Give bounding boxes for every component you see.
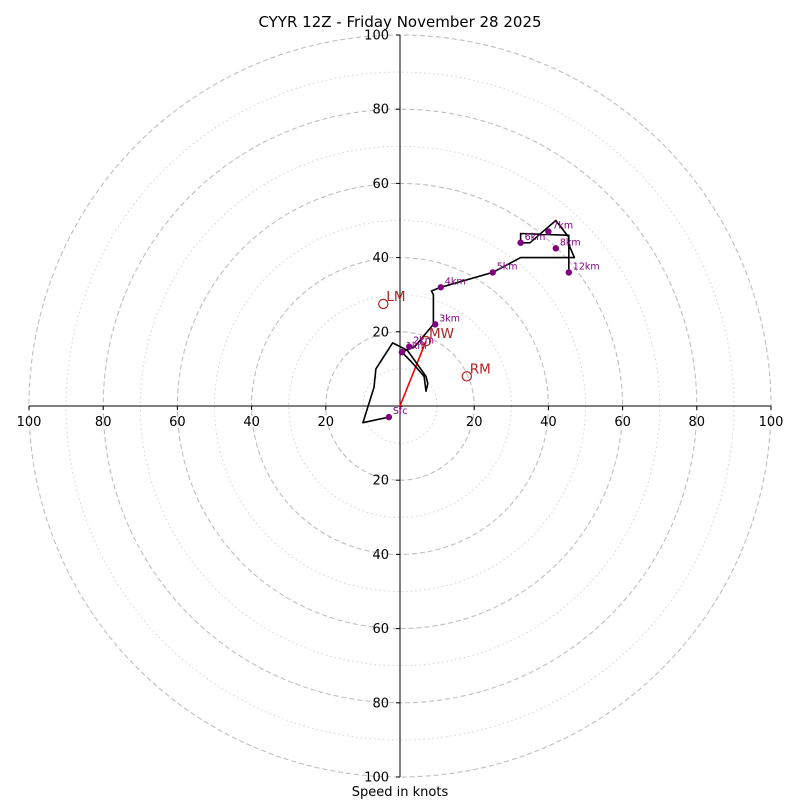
height-marker-6km — [517, 239, 524, 246]
y-tick-label: 40 — [372, 548, 389, 563]
x-tick-label: 40 — [540, 415, 557, 430]
y-tick-label: 20 — [372, 474, 389, 489]
height-label-2km: 2km — [413, 336, 434, 347]
y-tick-label: 60 — [372, 177, 389, 192]
y-tick-label: 20 — [372, 325, 389, 340]
height-label-Sfc: Sfc — [393, 406, 408, 417]
x-tick-label: 60 — [614, 415, 631, 430]
height-label-3km: 3km — [439, 313, 460, 324]
height-label-8km: 8km — [560, 237, 581, 248]
tick-labels: 100 80 60 40 20 20 40 60 80 100 100 80 60 40 20 20 40 60 8… — [17, 29, 784, 786]
hodograph-trace — [362, 219, 576, 424]
height-marker-2km — [406, 343, 413, 350]
x-tick-label: 80 — [689, 415, 706, 430]
height-label-5km: 5km — [497, 261, 518, 272]
chart-title: CYYR 12Z - Friday November 28 2025 — [258, 13, 541, 31]
height-marker-8km — [552, 245, 560, 252]
height-marker-7km — [545, 228, 552, 235]
height-label-4km: 4km — [445, 276, 466, 287]
y-tick-label: 80 — [372, 103, 389, 118]
height-marker-3km — [432, 321, 439, 328]
y-tick-label: 100 — [364, 29, 389, 44]
mean-wind-vector — [399, 340, 427, 407]
height-marker-4km — [437, 284, 445, 291]
x-tick-label: 20 — [318, 415, 335, 430]
storm-vectors — [399, 340, 427, 407]
height-label-7km: 7km — [552, 221, 573, 232]
x-tick-label: 80 — [95, 415, 112, 430]
x-tick-label: 20 — [466, 415, 483, 430]
y-tick-label: 60 — [372, 622, 389, 637]
motion-marker-MW — [420, 335, 432, 347]
x-tick-label: 60 — [169, 415, 186, 430]
y-tick-label: 40 — [372, 251, 389, 266]
height-label-1km: 1km — [406, 341, 427, 352]
x-tick-label: 100 — [17, 415, 42, 430]
height-marker-12km — [565, 269, 573, 276]
height-marker-1km — [398, 349, 406, 356]
height-marker-Sfc — [385, 413, 393, 421]
x-tick-label: 100 — [759, 415, 784, 430]
y-tick-label: 80 — [372, 696, 389, 711]
y-tick-label: 100 — [364, 771, 389, 786]
motion-marker-RM — [461, 371, 472, 382]
x-tick-label: 40 — [243, 415, 260, 430]
storm-motion-markers: LM MW RM — [378, 289, 491, 382]
height-label-12km: 12km — [573, 261, 600, 272]
motion-marker-LM — [378, 298, 389, 310]
x-axis-label: Speed in knots — [352, 785, 449, 800]
height-marker-5km — [489, 269, 496, 276]
motion-label-MW: MW — [429, 326, 454, 342]
hodograph-trace-group — [362, 219, 576, 424]
height-label-6km: 6km — [525, 232, 546, 243]
motion-label-RM: RM — [470, 361, 491, 377]
motion-label-LM: LM — [386, 289, 405, 305]
